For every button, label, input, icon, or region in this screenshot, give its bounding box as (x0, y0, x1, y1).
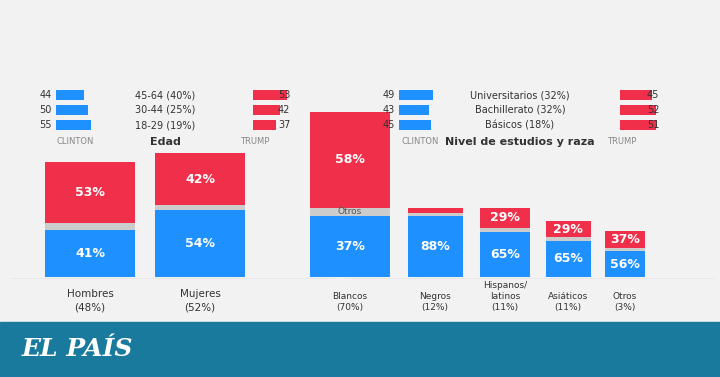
Bar (45, 230, 135, 277)
Bar (480, 228, 530, 232)
Bar (45, 223, 135, 230)
Bar (155, 153, 245, 205)
Text: Negros: Negros (419, 292, 451, 301)
Bar (253, 120, 276, 130)
Bar (605, 231, 645, 248)
Text: Nivel de estudios y raza: Nivel de estudios y raza (445, 137, 595, 147)
Text: 42%: 42% (185, 173, 215, 186)
Text: Universitarios (32%): Universitarios (32%) (470, 90, 570, 100)
Text: TRUMP: TRUMP (607, 138, 636, 147)
Bar (310, 216, 390, 277)
Text: 44: 44 (40, 90, 52, 100)
Bar (253, 105, 279, 115)
Text: 37%: 37% (335, 240, 365, 253)
Text: 45: 45 (382, 120, 395, 130)
Text: (52%): (52%) (184, 303, 215, 313)
Text: EL PAÍS: EL PAÍS (22, 337, 133, 362)
Bar (310, 208, 390, 216)
Text: 37: 37 (278, 120, 290, 130)
Text: Otros: Otros (338, 207, 362, 216)
Text: Edad: Edad (150, 137, 181, 147)
Text: latinos: latinos (490, 292, 520, 301)
Text: 65%: 65% (553, 252, 583, 265)
Text: 65%: 65% (490, 248, 520, 261)
Text: (3%): (3%) (614, 303, 636, 312)
Bar (399, 90, 433, 100)
Bar (605, 251, 645, 277)
Text: 18-29 (19%): 18-29 (19%) (135, 120, 195, 130)
Text: (11%): (11%) (492, 303, 518, 312)
Bar (620, 105, 657, 115)
Bar (546, 241, 590, 277)
Text: 49: 49 (383, 90, 395, 100)
Bar (408, 216, 462, 277)
Bar (620, 90, 652, 100)
Text: 29%: 29% (553, 222, 583, 236)
Bar (345, 278, 715, 279)
Bar (56, 105, 88, 115)
Text: 54%: 54% (185, 237, 215, 250)
Text: Básicos (18%): Básicos (18%) (485, 120, 554, 130)
Text: 88%: 88% (420, 240, 450, 253)
Bar (310, 112, 390, 208)
Bar (56, 90, 84, 100)
Text: (70%): (70%) (336, 303, 364, 312)
Bar (0, 322, 720, 377)
Bar (605, 248, 645, 251)
Bar (408, 208, 462, 213)
Text: 30-44 (25%): 30-44 (25%) (135, 105, 195, 115)
Text: Blancos: Blancos (333, 292, 368, 301)
Bar (620, 120, 656, 130)
Bar (480, 208, 530, 228)
Bar (399, 120, 431, 130)
Text: 50: 50 (40, 105, 52, 115)
Bar (56, 120, 91, 130)
Text: 41%: 41% (75, 247, 105, 260)
Text: Hispanos/: Hispanos/ (483, 281, 527, 290)
Bar (10, 278, 335, 279)
Text: 37%: 37% (610, 233, 640, 246)
Text: (11%): (11%) (554, 303, 582, 312)
Text: 42: 42 (278, 105, 290, 115)
Text: Mujeres: Mujeres (179, 289, 220, 299)
Bar (546, 237, 590, 241)
Text: Asiáticos: Asiáticos (548, 292, 588, 301)
Text: 45: 45 (647, 90, 660, 100)
Bar (408, 213, 462, 216)
Text: 29%: 29% (490, 211, 520, 224)
Bar (253, 90, 287, 100)
Text: TRUMP: TRUMP (240, 138, 270, 147)
Text: 58%: 58% (335, 153, 365, 166)
Bar (45, 161, 135, 223)
Bar (155, 210, 245, 277)
Text: Hombres: Hombres (66, 289, 114, 299)
Text: (12%): (12%) (421, 303, 449, 312)
Text: 45-64 (40%): 45-64 (40%) (135, 90, 195, 100)
Text: 43: 43 (383, 105, 395, 115)
Bar (399, 105, 429, 115)
Text: Otros: Otros (613, 292, 637, 301)
Text: 53: 53 (278, 90, 290, 100)
Text: 55: 55 (40, 120, 52, 130)
Bar (546, 221, 590, 237)
Bar (480, 232, 530, 277)
Text: CLINTON: CLINTON (401, 138, 438, 147)
Bar (155, 205, 245, 210)
Text: 53%: 53% (75, 185, 105, 199)
Text: 56%: 56% (610, 257, 640, 271)
Text: (48%): (48%) (74, 303, 106, 313)
Text: 51: 51 (647, 120, 660, 130)
Text: CLINTON: CLINTON (56, 138, 94, 147)
Text: 52: 52 (647, 105, 660, 115)
Text: Bachillerato (32%): Bachillerato (32%) (474, 105, 565, 115)
